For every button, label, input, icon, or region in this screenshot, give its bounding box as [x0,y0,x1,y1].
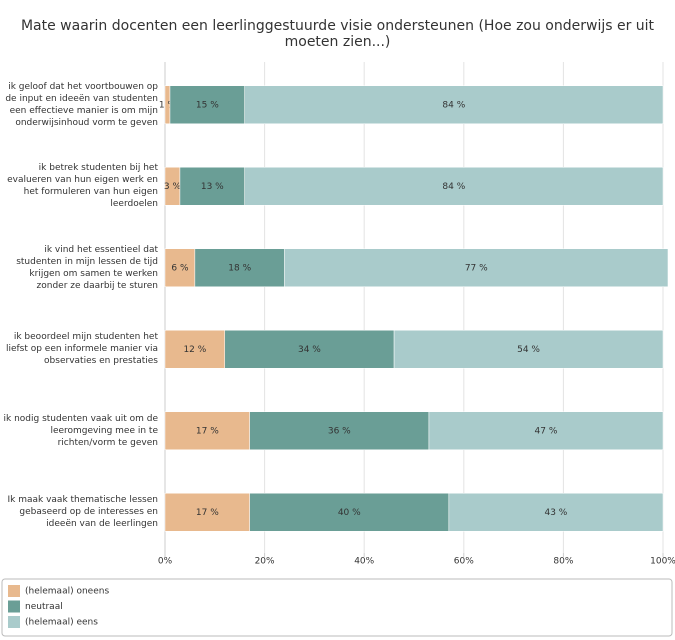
legend-label: neutraal [25,602,63,612]
data-label: 12 % [183,345,206,355]
bar-segment [179,167,245,206]
data-label: 84 % [442,182,465,192]
x-tick-label: 40% [354,557,374,567]
bar-segment [284,248,669,287]
data-label: 84 % [442,100,465,110]
bar-segment [244,167,664,206]
category-text: ik geloof dat het voortbouwen op de inpu… [5,81,158,128]
x-tick-label: 80% [553,557,573,567]
category-label: ik nodig studenten vaak uit om de leerom… [0,391,159,471]
bar-segment [428,411,664,450]
category-label: ik geloof dat het voortbouwen op de inpu… [0,65,158,145]
category-label: ik vind het essentieel dat studenten in … [0,228,158,308]
x-tick-label: 100% [650,557,675,567]
bar-segment [244,85,664,124]
data-label: 36 % [328,426,351,436]
legend-box [1,578,673,637]
data-label: 17 % [196,508,219,518]
bar-segment [194,248,285,287]
chart-title: Mate waarin docenten een leerlinggestuur… [20,18,655,50]
data-label: 1 % [159,100,177,110]
x-tick-label: 20% [255,557,275,567]
category-text: ik nodig studenten vaak uit om de leerom… [3,413,159,448]
category-text: ik vind het essentieel dat studenten in … [16,244,158,291]
bar-segment [448,493,664,532]
legend-label: (helemaal) eens [25,618,98,628]
bar-segment [249,493,450,532]
x-tick-label: 0% [158,557,173,567]
data-label: 77 % [465,263,488,273]
data-label: 40 % [338,508,361,518]
bar-segment [164,330,226,369]
data-label: 13 % [201,182,224,192]
data-label: 47 % [535,426,558,436]
bar-segment [164,411,250,450]
x-tick-label: 60% [454,557,474,567]
category-text: Ik maak vaak thematische lessen gebaseer… [7,495,158,530]
legend-swatch [8,600,20,613]
category-label: Ik maak vaak thematische lessen gebaseer… [0,472,158,552]
bar-segment [393,330,664,369]
data-label: 17 % [196,426,219,436]
bar-segment [164,248,196,287]
category-text: ik beoordeel mijn studenten het liefst o… [5,332,158,367]
bar-segment [169,85,245,124]
legend-swatch [8,585,20,597]
legend-label: (helemaal) oneens [25,587,109,597]
data-label: 54 % [517,345,540,355]
bar-segment [224,330,395,369]
category-label: ik betrek studenten bij het evalueren va… [0,146,158,226]
data-label: 6 % [171,263,189,273]
data-label: 34 % [298,345,321,355]
data-label: 18 % [228,263,251,273]
data-label: 3 % [164,182,182,192]
bar-segment [249,411,430,450]
category-text: ik betrek studenten bij het evalueren va… [7,163,158,210]
legend-swatch [8,616,20,628]
data-label: 15 % [196,100,219,110]
data-label: 43 % [544,508,567,518]
category-label: ik beoordeel mijn studenten het liefst o… [0,309,158,389]
